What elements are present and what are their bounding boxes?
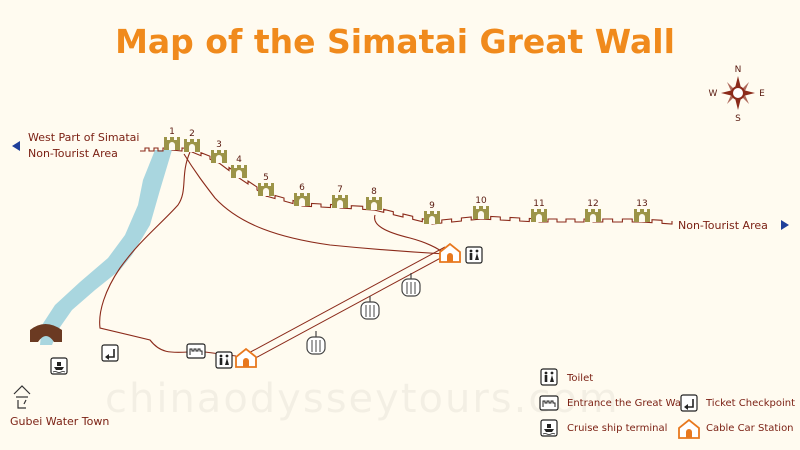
watchtower-icon	[424, 211, 440, 224]
town-icon	[13, 385, 31, 409]
west-area-line2: Non-Tourist Area	[28, 147, 118, 160]
legend-entrance: Entrance the Great Wall	[539, 395, 687, 411]
bridge-icon	[30, 324, 62, 342]
watchtower-number: 2	[189, 129, 195, 139]
compass-west: W	[709, 89, 718, 99]
watchtower-icon	[332, 195, 348, 208]
legend-ticket: Ticket Checkpoint	[680, 394, 795, 412]
watchtower-icon	[634, 209, 650, 222]
watchtower-number: 12	[587, 199, 598, 209]
watchtower-icon	[164, 137, 180, 150]
compass-north: N	[735, 65, 742, 75]
legend-toilet-text: Toilet	[566, 373, 593, 384]
watchtower-1: 1	[164, 127, 180, 150]
watchtower-icon	[473, 206, 489, 219]
watchtower-number: 13	[636, 199, 647, 209]
watchtower-4: 4	[231, 155, 247, 178]
watchtower-6: 6	[294, 183, 310, 206]
cable-car-station-upper-icon	[439, 243, 461, 263]
watchtower-number: 11	[533, 199, 544, 209]
watchtower-8: 8	[366, 187, 382, 210]
watchtower-5: 5	[258, 173, 274, 196]
watchtower-12: 12	[585, 199, 601, 222]
watchtower-13: 13	[634, 199, 650, 222]
watchtower-number: 1	[169, 127, 175, 137]
west-area-line1: West Part of Simatai	[28, 131, 139, 144]
watchtower-7: 7	[332, 185, 348, 208]
town-label: Gubei Water Town	[10, 415, 109, 428]
watchtower-icon	[531, 209, 547, 222]
legend-entrance-text: Entrance the Great Wall	[567, 398, 687, 409]
watchtower-number: 6	[299, 183, 305, 193]
legend-cruise-text: Cruise ship terminal	[567, 423, 667, 434]
watchtower-number: 9	[429, 201, 435, 211]
toilet-icon-upper	[465, 246, 483, 264]
watchtower-9: 9	[424, 201, 440, 224]
watchtower-number: 3	[216, 140, 222, 150]
watchtower-2: 2	[184, 129, 200, 152]
legend-toilet: Toilet	[540, 368, 593, 386]
compass-rose-icon: N S W E	[709, 65, 766, 124]
watchtower-number: 4	[236, 155, 242, 165]
watchtower-icon	[211, 150, 227, 163]
entrance-icon	[186, 343, 206, 359]
east-area-text: Non-Tourist Area	[678, 219, 768, 232]
river	[40, 150, 172, 345]
gondola-icon	[401, 272, 421, 297]
cruise-terminal-icon	[50, 357, 68, 375]
legend-ticket-text: Ticket Checkpoint	[705, 398, 795, 409]
watchtower-icon	[184, 139, 200, 152]
watchtower-number: 7	[337, 185, 343, 195]
watchtower-number: 5	[263, 173, 269, 183]
compass-east: E	[759, 89, 765, 99]
watchtower-icon	[294, 193, 310, 206]
legend-cable: Cable Car Station	[678, 419, 794, 439]
watchtower-number: 10	[475, 196, 487, 206]
watchtower-icon	[585, 209, 601, 222]
legend-cable-text: Cable Car Station	[706, 423, 794, 434]
gondola-icon	[306, 330, 326, 355]
watchtower-10: 10	[473, 196, 489, 219]
page-title: Map of the Simatai Great Wall	[115, 22, 675, 61]
watchtower-11: 11	[531, 199, 547, 222]
right-arrow-icon	[781, 220, 789, 230]
toilet-icon-lower	[215, 351, 233, 369]
ticket-checkpoint-icon	[101, 344, 119, 362]
west-wall	[140, 147, 168, 152]
west-area-label: West Part of Simatai Non-Tourist Area	[12, 131, 139, 160]
cable-car-line	[244, 246, 449, 363]
watchtower-3: 3	[211, 140, 227, 163]
cable-car-station-lower-icon	[235, 348, 257, 368]
east-area-label: Non-Tourist Area	[678, 219, 789, 232]
legend-cruise: Cruise ship terminal	[540, 419, 667, 437]
watermark: chinaodysseytours.com	[105, 376, 620, 422]
watchtower-icon	[231, 165, 247, 178]
compass-south: S	[735, 114, 741, 124]
watchtower-icon	[366, 197, 382, 210]
watchtower-icon	[258, 183, 274, 196]
left-arrow-icon	[12, 141, 20, 151]
watchtower-number: 8	[371, 187, 377, 197]
legend: Toilet Entrance the Great Wall Ticket Ch…	[539, 368, 795, 439]
